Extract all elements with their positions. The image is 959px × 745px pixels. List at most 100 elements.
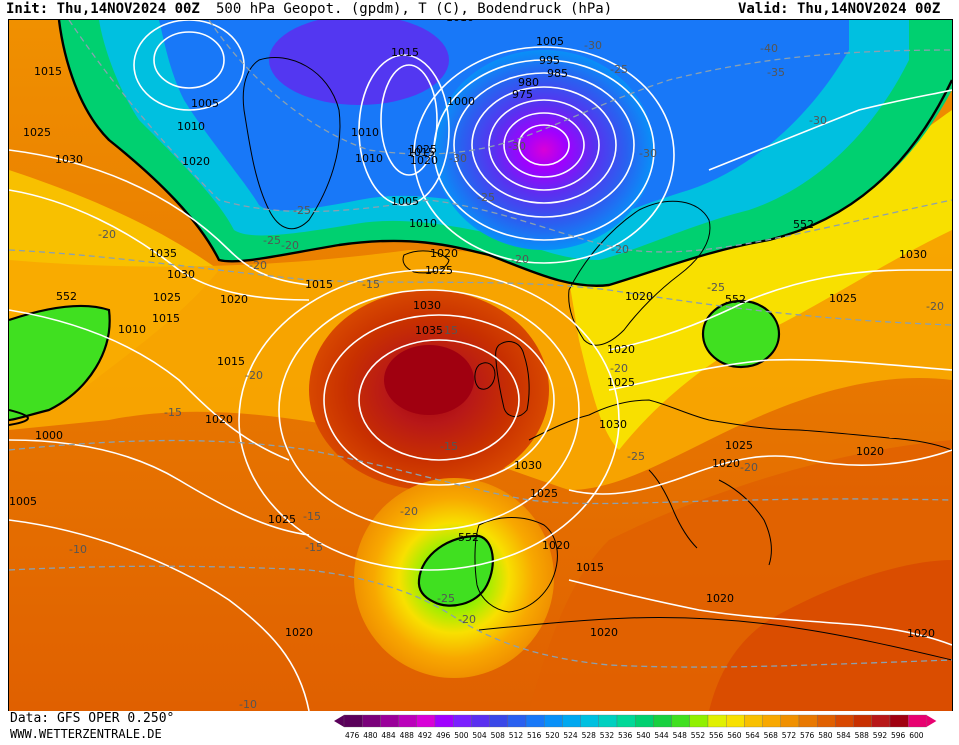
pressure-label: 1010 <box>446 20 474 24</box>
pressure-label: 1005 <box>391 195 419 208</box>
colorbar-swatch <box>762 714 781 728</box>
warm-sector-far-southeast <box>709 560 952 711</box>
contour-552-edge <box>9 409 29 426</box>
colorbar-swatch <box>616 714 636 728</box>
pressure-label: 1015 <box>391 46 419 59</box>
temperature-label: -20 <box>458 613 476 626</box>
colorbar-tick-label: 540 <box>636 731 651 740</box>
colorbar-tick-label: 528 <box>582 731 597 740</box>
colorbar-tick-label: 600 <box>909 731 924 740</box>
pressure-label: 1005 <box>191 97 219 110</box>
pressure-label: 1020 <box>430 247 458 260</box>
pressure-label: 1025 <box>409 143 437 156</box>
pressure-label: 1020 <box>285 626 313 639</box>
colorbar-arrow-right <box>926 715 937 727</box>
cut-off-east <box>701 299 781 369</box>
pressure-label: 1025 <box>268 513 296 526</box>
temperature-label: -20 <box>281 239 299 252</box>
pressure-label: 1020 <box>542 539 570 552</box>
cut-off-west <box>9 305 110 420</box>
colorbar-tick-label: 476 <box>345 731 360 740</box>
website-link[interactable]: WWW.WETTERZENTRALE.DE <box>10 727 162 741</box>
pressure-label: 1025 <box>725 439 753 452</box>
coastlines <box>242 56 952 661</box>
colorbar-swatch <box>835 714 854 728</box>
temperature-label: -20 <box>610 362 628 375</box>
temperature-label: -15 <box>164 406 182 419</box>
colorbar-swatch <box>653 714 672 728</box>
colorbar-tick-label: 556 <box>709 731 724 740</box>
contour-552-west <box>9 304 111 422</box>
colorbar-arrow-left <box>334 715 344 727</box>
pressure-label: 1005 <box>536 35 564 48</box>
colorbar-swatch <box>707 714 727 728</box>
colorbar-swatch <box>562 714 581 728</box>
colorbar-tick-label: 552 <box>691 731 706 740</box>
pressure-label: 1015 <box>152 312 180 325</box>
pressure-label: 1025 <box>425 264 453 277</box>
pressure-label: 1000 <box>35 429 63 442</box>
weather-map: 1010 1015 1005 995 985 980 975 1000 1010… <box>8 19 953 712</box>
low-north-sea <box>434 50 654 250</box>
pressure-label: 1025 <box>607 376 635 389</box>
temperature-label: -25 <box>477 191 495 204</box>
temperature-label: -25 <box>610 63 628 76</box>
colorbar-tick-label: 536 <box>618 731 633 740</box>
pressure-label: 1020 <box>205 413 233 426</box>
pressure-label: 1020 <box>182 155 210 168</box>
temperature-label: -25 <box>293 204 311 217</box>
temperature-label: -25 <box>263 234 281 247</box>
temperature-label: -15 <box>362 278 380 291</box>
colorbar-tick-label: 576 <box>800 731 815 740</box>
colorbar-tick-label: 516 <box>527 731 542 740</box>
colorbar-tick-label: 568 <box>764 731 779 740</box>
pressure-label: 1030 <box>167 268 195 281</box>
temperature-label: -20 <box>511 253 529 266</box>
colorbar-swatch <box>507 714 527 728</box>
colorbar-swatch <box>689 714 709 728</box>
colorbar-swatch <box>598 714 618 728</box>
colorbar-tick-label: 504 <box>472 731 487 740</box>
temperature-label: -40 <box>760 42 778 55</box>
temperature-label: -25 <box>627 450 645 463</box>
pressure-label: 1030 <box>599 418 627 431</box>
pressure-label: 1025 <box>153 291 181 304</box>
colorbar-swatch <box>871 714 891 728</box>
colorbar-tick-label: 512 <box>509 731 524 740</box>
colorbar-tick-label: 584 <box>836 731 851 740</box>
pressure-labels: 1010 1015 1005 995 985 980 975 1000 1010… <box>9 20 935 640</box>
colorbar-swatch <box>726 714 745 728</box>
pressure-label: 1020 <box>625 290 653 303</box>
pressure-label: 1015 <box>305 278 333 291</box>
colorbar-tick-label: 520 <box>545 731 560 740</box>
pressure-label: 1030 <box>55 153 83 166</box>
pressure-label: 1010 <box>409 217 437 230</box>
pressure-label: 1020 <box>907 627 935 640</box>
map-title: 500 hPa Geopot. (gpdm), T (C), Bodendruc… <box>216 1 613 17</box>
pressure-label: 980 <box>518 76 539 89</box>
colorbar-tick-label: 488 <box>400 731 415 740</box>
pressure-label: 1010 <box>355 152 383 165</box>
colorbar-tick-label: 480 <box>363 731 378 740</box>
pressure-label: 1015 <box>34 65 62 78</box>
colorbar-tick-label: 500 <box>454 731 469 740</box>
colorbar-svg: 476 480 484 488 492 496 500 504 508 512 516 520 524 5… <box>334 714 937 740</box>
pressure-label: 1025 <box>829 292 857 305</box>
colorbar-swatch <box>416 714 436 728</box>
colorbar-swatch <box>908 714 927 728</box>
pressure-label: 985 <box>547 67 568 80</box>
temperature-label: -15 <box>303 510 321 523</box>
colorbar-swatch <box>453 714 472 728</box>
colorbar-tick-label: 532 <box>600 731 615 740</box>
temperature-label: -20 <box>249 259 267 272</box>
low-greenland <box>269 20 449 105</box>
pressure-label: 995 <box>539 54 560 67</box>
pressure-label: 1030 <box>514 459 542 472</box>
pressure-label: 1000 <box>447 95 475 108</box>
colorbar-swatch <box>471 714 490 728</box>
init-time: Init: Thu,14NOV2024 00Z <box>6 1 200 17</box>
contour-552-main <box>57 20 952 287</box>
temperature-label: -30 <box>449 152 467 165</box>
colorbar-swatch <box>544 714 563 728</box>
temperature-label: -20 <box>611 243 629 256</box>
